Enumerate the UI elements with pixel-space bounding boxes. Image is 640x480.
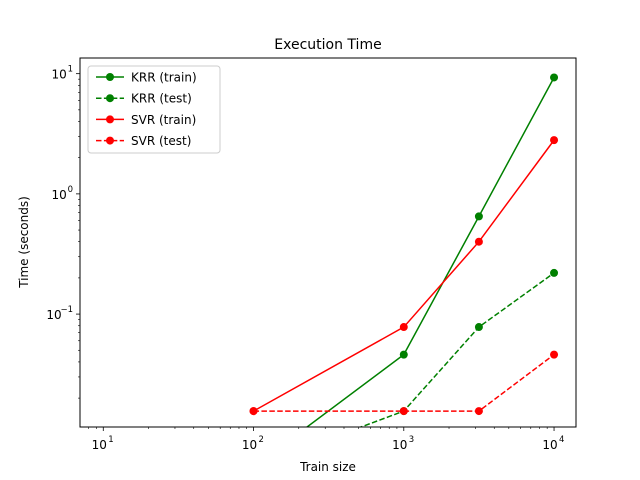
y-tick-exponent: 1 <box>68 65 73 75</box>
plot-area <box>249 73 559 427</box>
data-point <box>550 136 559 145</box>
data-point <box>474 212 483 221</box>
y-axis-label: Time (seconds) <box>17 196 31 289</box>
y-tick-label: 10 <box>52 68 67 82</box>
y-tick-exponent: −1 <box>60 305 73 315</box>
legend-marker <box>106 115 114 124</box>
series-line <box>253 139 555 412</box>
data-point <box>474 323 483 332</box>
data-point <box>399 407 408 416</box>
data-point <box>550 73 559 82</box>
data-point <box>550 350 559 359</box>
y-tick-label: 10 <box>52 188 67 202</box>
legend-label: KRR (test) <box>131 92 192 106</box>
legend-box <box>87 65 221 154</box>
data-point <box>474 407 483 416</box>
data-point <box>399 350 408 359</box>
legend-label: SVR (test) <box>131 134 191 148</box>
x-tick-label: 10 <box>392 438 407 452</box>
legend-label: SVR (train) <box>131 113 196 127</box>
chart-title: Execution Time <box>274 37 381 53</box>
legend-marker <box>106 94 114 103</box>
legend: KRR (train) KRR (test) SVR (train) SVR (tes… <box>87 65 221 154</box>
data-point <box>249 407 258 416</box>
series-line <box>253 354 555 412</box>
x-tick-exponent: 3 <box>409 435 414 445</box>
data-point <box>550 268 559 277</box>
data-point <box>399 323 408 332</box>
data-point <box>474 237 483 246</box>
y-tick-exponent: 0 <box>68 185 73 195</box>
x-axis-label: Train size <box>299 460 356 474</box>
y-tick-label: 10 <box>46 308 61 322</box>
legend-label: KRR (train) <box>131 71 197 85</box>
x-tick-exponent: 2 <box>259 435 264 445</box>
x-axis: 10 1 10 2 10 3 10 4 <box>88 427 564 452</box>
x-tick-exponent: 1 <box>108 435 113 445</box>
axes-frame <box>79 57 577 428</box>
legend-marker <box>106 73 114 81</box>
x-tick-label: 10 <box>92 438 107 452</box>
x-tick-label: 10 <box>542 438 557 452</box>
legend-marker <box>106 136 114 145</box>
x-tick-label: 10 <box>242 438 257 452</box>
series-line <box>358 272 555 427</box>
x-tick-exponent: 4 <box>559 435 564 445</box>
